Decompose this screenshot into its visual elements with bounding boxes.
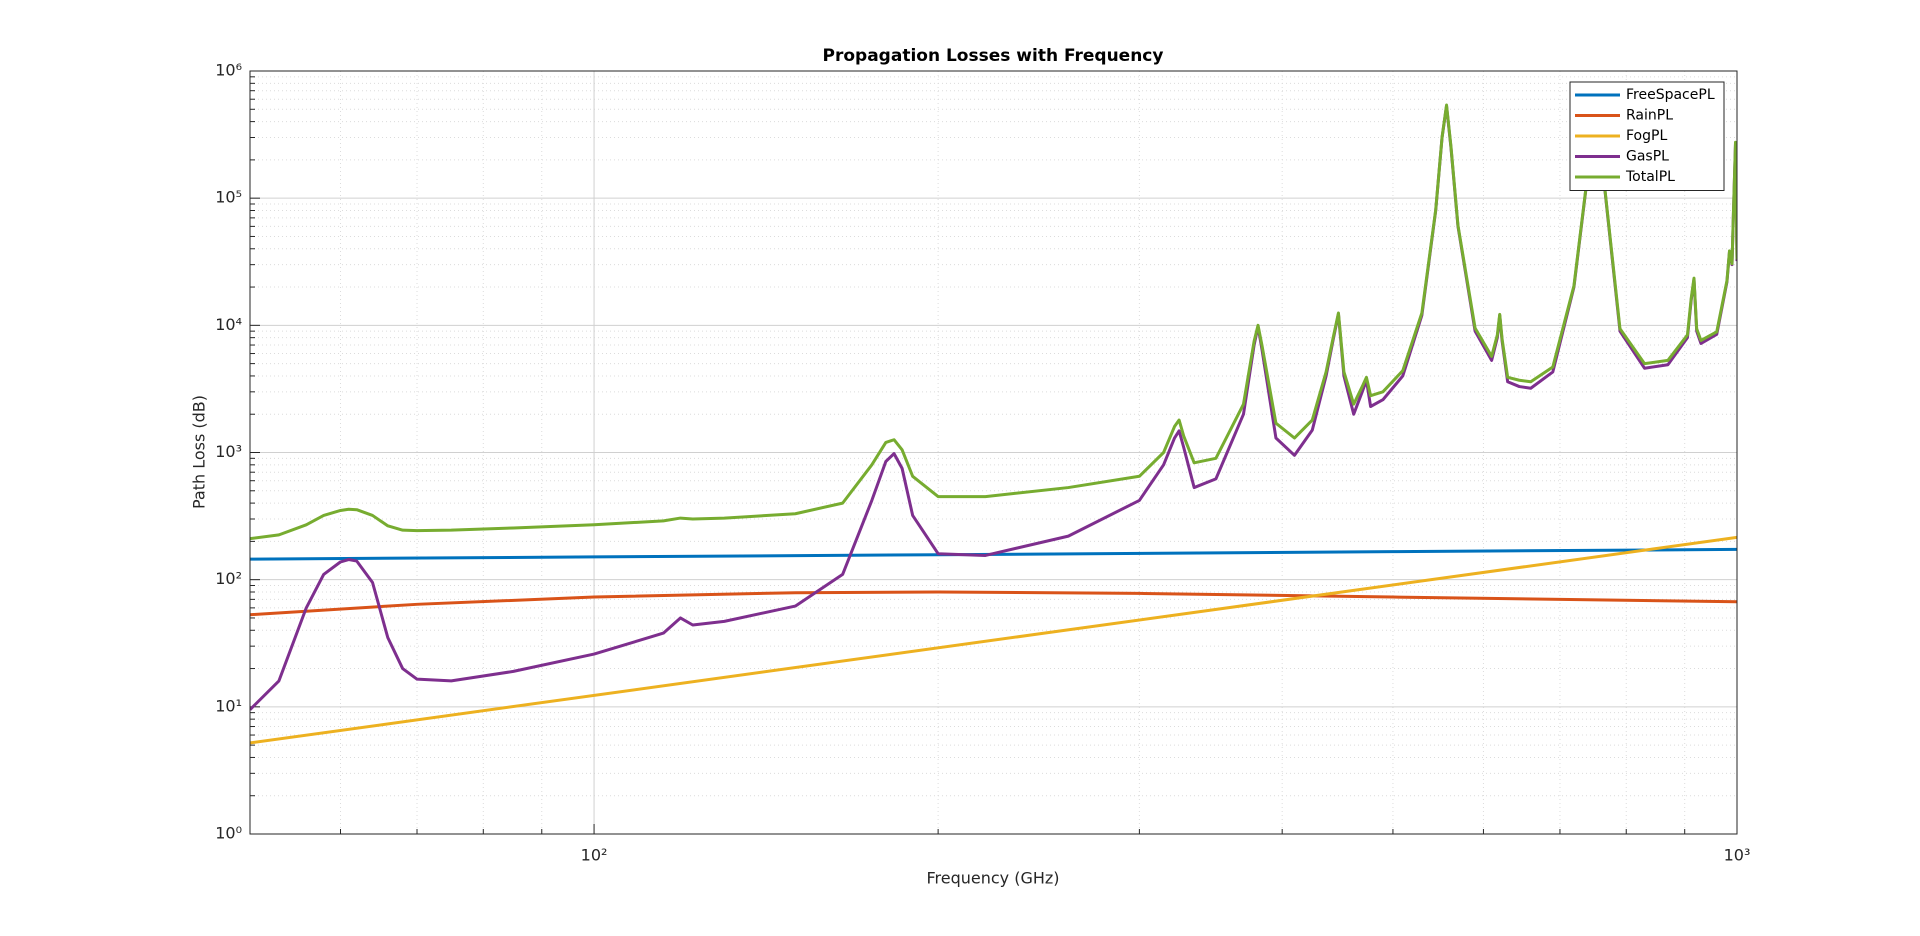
- y-tick-label: 10⁶: [215, 61, 242, 80]
- x-axis-label: Frequency (GHz): [926, 869, 1059, 888]
- x-tick-label: 10³: [1724, 846, 1751, 865]
- lines: [250, 87, 1737, 745]
- legend-label: FreeSpacePL: [1626, 87, 1715, 103]
- series-line: [250, 87, 1737, 541]
- series-line: [250, 535, 1737, 745]
- legend-label: TotalPL: [1625, 169, 1675, 185]
- chart-title: Propagation Losses with Frequency: [823, 46, 1164, 66]
- y-tick-label: 10²: [215, 569, 242, 588]
- y-axis-label: Path Loss (dB): [190, 395, 209, 509]
- y-tick-label: 10³: [215, 442, 242, 461]
- y-tick-label: 10⁰: [215, 824, 242, 843]
- legend-label: FogPL: [1626, 128, 1667, 144]
- axes-box: [249, 70, 1738, 835]
- legend: FreeSpacePL RainPL FogPL GasPL TotalPL: [1569, 81, 1725, 191]
- y-tick-label: 10¹: [215, 696, 242, 715]
- y-tick-label: 10⁵: [215, 188, 242, 207]
- legend-label: GasPL: [1626, 149, 1669, 165]
- series-line: [250, 590, 1737, 617]
- y-tick-label: 10⁴: [215, 315, 242, 334]
- legend-label: RainPL: [1626, 108, 1673, 124]
- x-tick-label: 10²: [581, 846, 608, 865]
- labels: 10² 10³ 10⁰ 10¹ 10² 10³ 10⁴ 10⁵ 10⁶: [215, 61, 1750, 865]
